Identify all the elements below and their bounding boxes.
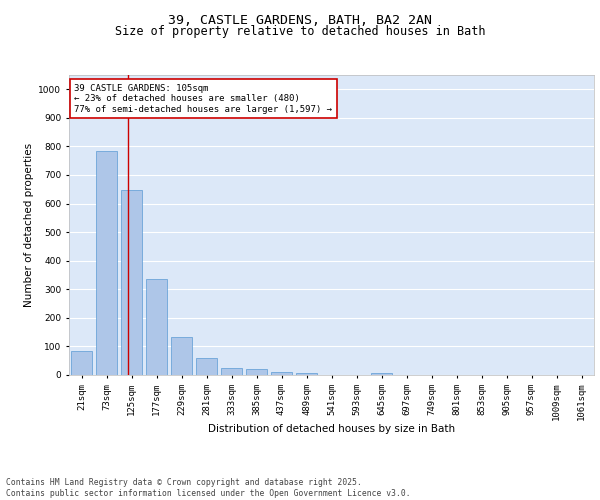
Bar: [121, 190, 142, 375]
Text: Size of property relative to detached houses in Bath: Size of property relative to detached ho…: [115, 25, 485, 38]
Bar: [96, 152, 117, 375]
Bar: [146, 280, 167, 375]
Bar: [196, 358, 217, 375]
Bar: [296, 372, 317, 375]
Text: 39 CASTLE GARDENS: 105sqm
← 23% of detached houses are smaller (480)
77% of semi: 39 CASTLE GARDENS: 105sqm ← 23% of detac…: [74, 84, 332, 114]
Text: Contains HM Land Registry data © Crown copyright and database right 2025.
Contai: Contains HM Land Registry data © Crown c…: [6, 478, 410, 498]
Bar: [246, 370, 267, 375]
Bar: [271, 372, 292, 375]
Y-axis label: Number of detached properties: Number of detached properties: [24, 143, 34, 307]
Text: 39, CASTLE GARDENS, BATH, BA2 2AN: 39, CASTLE GARDENS, BATH, BA2 2AN: [168, 14, 432, 27]
Bar: [71, 352, 92, 375]
Bar: [171, 337, 192, 375]
X-axis label: Distribution of detached houses by size in Bath: Distribution of detached houses by size …: [208, 424, 455, 434]
Bar: [371, 372, 392, 375]
Bar: [221, 368, 242, 375]
